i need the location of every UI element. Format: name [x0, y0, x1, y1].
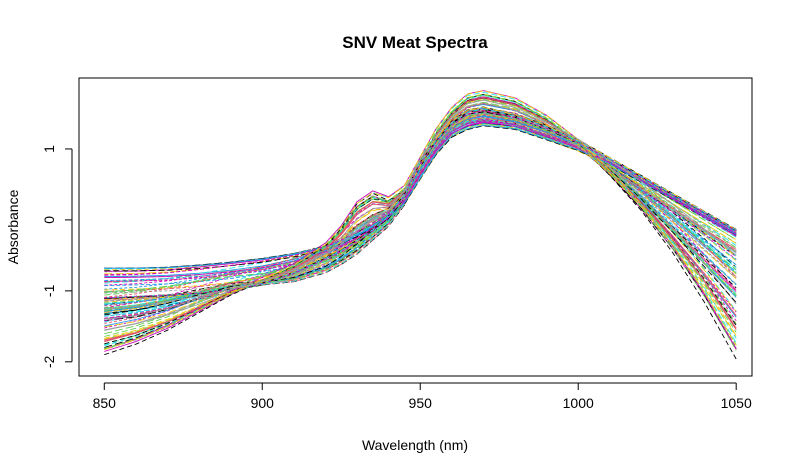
x-tick-label: 900 — [251, 395, 275, 411]
spectrum-line — [104, 110, 737, 292]
x-tick-label: 850 — [93, 395, 117, 411]
spectrum-line — [104, 118, 737, 310]
plot-frame — [78, 77, 753, 377]
spectrum-line — [104, 121, 737, 279]
y-axis: -2 -1 0 1 — [41, 145, 73, 368]
spectrum-line — [104, 114, 737, 310]
spectrum-line — [104, 118, 737, 307]
spectrum-line — [104, 96, 737, 342]
spectrum-line — [104, 124, 737, 269]
spectrum-line — [104, 113, 737, 319]
spectrum-line — [104, 111, 737, 316]
x-tick-label: 1050 — [721, 395, 752, 411]
spectrum-line — [104, 94, 737, 360]
chart-title: SNV Meat Spectra — [342, 33, 488, 52]
spectrum-line — [104, 120, 737, 276]
spectrum-line — [104, 113, 737, 320]
x-axis-label: Wavelength (nm) — [362, 437, 468, 453]
spectrum-line — [104, 103, 737, 341]
y-tick-label: -1 — [41, 284, 57, 297]
spectrum-line — [104, 94, 737, 351]
spectrum-line — [104, 90, 737, 351]
spectrum-line — [104, 106, 737, 317]
spectrum-line — [104, 113, 737, 311]
y-tick-label: 1 — [41, 145, 57, 153]
y-tick-label: 0 — [41, 216, 57, 224]
spectrum-line — [104, 109, 737, 320]
spectrum-line — [104, 115, 737, 282]
spectrum-line — [104, 118, 737, 312]
spectrum-line — [104, 113, 737, 291]
spectrum-line — [104, 112, 737, 320]
spectrum-line — [104, 113, 737, 310]
spectrum-line — [104, 117, 737, 310]
x-tick-label: 950 — [409, 395, 433, 411]
spectrum-line — [104, 95, 737, 340]
spectrum-line — [104, 112, 737, 313]
y-tick-label: -2 — [41, 355, 57, 368]
spectrum-line — [104, 114, 737, 319]
y-axis-label: Absorbance — [5, 189, 21, 264]
spectrum-line — [104, 99, 737, 340]
spectrum-line — [104, 102, 737, 339]
spectrum-line — [104, 110, 737, 320]
spectrum-line — [104, 114, 737, 320]
spectrum-line — [104, 119, 737, 310]
spectrum-line — [104, 112, 737, 315]
spectrum-line — [104, 107, 737, 315]
spectrum-line — [104, 115, 737, 310]
spectrum-line — [104, 93, 737, 346]
spectrum-line — [104, 110, 737, 320]
spectrum-line — [104, 117, 737, 310]
series-layer — [104, 90, 737, 360]
spectrum-line — [104, 119, 737, 310]
spectrum-line — [104, 107, 737, 315]
spectrum-line — [104, 122, 737, 269]
x-tick-label: 1000 — [563, 395, 594, 411]
spectrum-line — [104, 107, 737, 309]
x-axis: 850 900 950 1000 1050 — [93, 382, 752, 411]
spectrum-line — [104, 102, 737, 310]
spectrum-line — [104, 114, 737, 314]
spectrum-line — [104, 112, 737, 322]
spectrum-line — [104, 96, 737, 352]
